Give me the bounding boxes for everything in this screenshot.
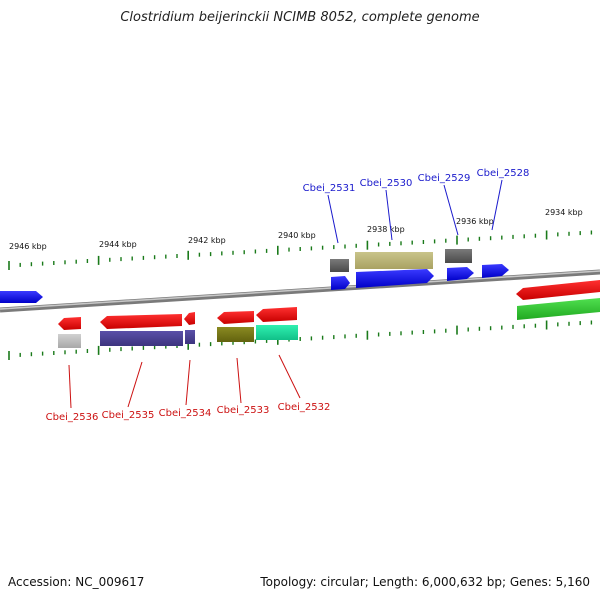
gene-label-cbei-2534[interactable]: Cbei_2534 — [159, 408, 212, 419]
gene-box-green-right-edge[interactable] — [517, 298, 600, 320]
gene-box-cbei-2533-ortholog[interactable] — [217, 327, 254, 342]
gene-box-cbei-2535-ortholog[interactable] — [100, 331, 183, 346]
leader-lines-top — [327, 179, 503, 244]
gene-arrow-cbei-2534[interactable] — [184, 312, 195, 325]
gene-box-cbei-2536-ortholog[interactable] — [58, 334, 81, 348]
gene-box-cbei-2531-ortholog[interactable] — [330, 259, 349, 272]
gene-label-cbei-2532[interactable]: Cbei_2532 — [278, 402, 331, 413]
gene-arrow-cbei-2535[interactable] — [100, 314, 182, 329]
scale-label-2938: 2938 kbp — [367, 225, 405, 234]
gene-label-cbei-2535[interactable]: Cbei_2535 — [102, 410, 155, 421]
gene-box-cbei-2532-ortholog[interactable] — [256, 325, 298, 340]
gene-label-cbei-2530[interactable]: Cbei_2530 — [360, 178, 413, 189]
gene-box-cbei-2534-ortholog[interactable] — [185, 330, 195, 344]
scale-label-2946: 2946 kbp — [9, 242, 47, 251]
map-title: Clostridium beijerinckii NCIMB 8052, com… — [120, 10, 480, 25]
gene-arrow-cbei-2532[interactable] — [256, 307, 297, 322]
scale-label-2944: 2944 kbp — [99, 240, 137, 249]
gene-box-cbei-2530-ortholog[interactable] — [355, 252, 433, 269]
genome-backbone — [0, 269, 600, 313]
gene-box-cbei-2529-ortholog[interactable] — [445, 249, 472, 263]
genome-backbone-highlight — [0, 270, 600, 310]
forward-strand-genes — [0, 249, 509, 303]
gene-arrow-red-right-edge[interactable] — [516, 280, 600, 300]
gene-label-cbei-2529[interactable]: Cbei_2529 — [418, 173, 471, 184]
gene-labels-bottom: Cbei_2536 Cbei_2535 Cbei_2534 Cbei_2533 … — [46, 402, 331, 423]
scale-label-2940: 2940 kbp — [278, 231, 316, 240]
gene-arrow-cbei-2528[interactable] — [482, 264, 509, 278]
gene-label-cbei-2531[interactable]: Cbei_2531 — [303, 183, 356, 194]
gene-arrow-cbei-2531[interactable] — [331, 276, 350, 290]
gene-arrow-cbei-2536[interactable] — [58, 317, 81, 330]
gene-arrow-cbei-2530[interactable] — [356, 269, 434, 288]
gene-label-cbei-2533[interactable]: Cbei_2533 — [217, 405, 270, 416]
gene-arrow-blue-left-edge[interactable] — [0, 291, 43, 303]
scale-label-2934: 2934 kbp — [545, 208, 583, 217]
reverse-strand-genes — [58, 280, 600, 348]
gene-labels-top: Cbei_2531 Cbei_2530 Cbei_2529 Cbei_2528 — [303, 168, 530, 194]
genome-summary: Topology: circular; Length: 6,000,632 bp… — [260, 575, 590, 589]
scale-ticks-bottom — [8, 320, 593, 360]
gene-label-cbei-2528[interactable]: Cbei_2528 — [477, 168, 530, 179]
leader-lines-bottom — [68, 354, 301, 409]
scale-ticks-top — [8, 230, 593, 270]
accession-label: Accession: NC_009617 — [8, 575, 145, 589]
gene-arrow-cbei-2529[interactable] — [447, 267, 474, 281]
scale-label-2936: 2936 kbp — [456, 217, 494, 226]
scale-label-2942: 2942 kbp — [188, 236, 226, 245]
scale-labels: 2946 kbp 2944 kbp 2942 kbp 2940 kbp 2938… — [9, 208, 583, 251]
gene-arrow-cbei-2533[interactable] — [217, 311, 254, 324]
gene-label-cbei-2536[interactable]: Cbei_2536 — [46, 412, 99, 423]
